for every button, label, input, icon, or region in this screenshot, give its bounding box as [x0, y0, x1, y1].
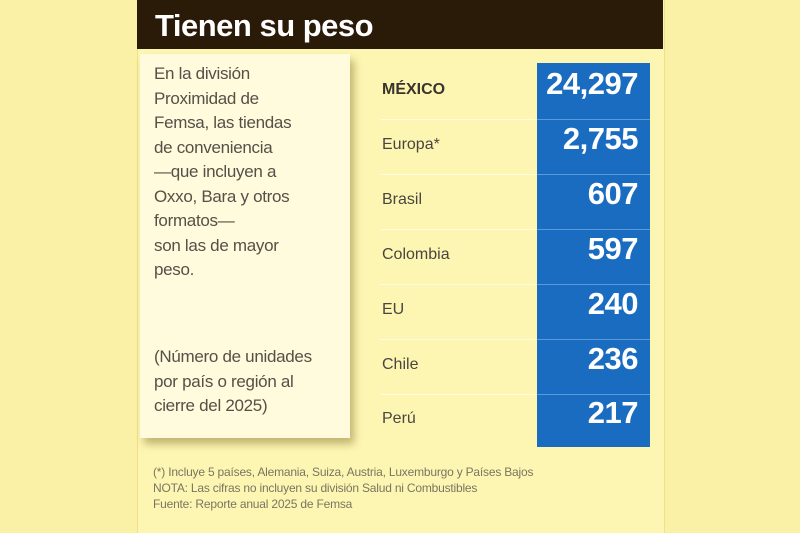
table-row: Europa*: [380, 118, 650, 175]
footnote: NOTA: Las cifras no incluyen su división…: [153, 481, 478, 495]
value-label: 240: [587, 285, 639, 321]
title: Tienen su peso: [155, 8, 374, 43]
value-label: 2,755: [562, 120, 639, 156]
value-label: 236: [587, 340, 639, 376]
cell-divider: [537, 338, 650, 340]
value-cell: 2,755: [537, 118, 650, 175]
value-label: 607: [587, 175, 639, 211]
description-line: Oxxo, Bara y otros: [154, 186, 290, 206]
value-cell: 24,297: [537, 63, 650, 120]
description-line: peso.: [154, 260, 195, 279]
value-cell: 597: [537, 228, 650, 285]
value-cell: 607: [537, 173, 650, 230]
unit-note-line: (Número de unidades: [154, 347, 312, 366]
cell-divider: [537, 283, 650, 285]
cell-divider: [537, 393, 650, 395]
description-line: Proximidad de: [154, 88, 259, 108]
table-row: EU: [380, 283, 650, 340]
cell-divider: [537, 173, 650, 175]
row-divider: [380, 173, 535, 175]
description-line: formatos—: [154, 211, 235, 230]
row-label: MÉXICO: [382, 81, 446, 98]
row-divider: [380, 283, 535, 285]
row-label: Chile: [382, 355, 419, 373]
description-line: Femsa, las tiendas: [154, 113, 292, 132]
value-column: [537, 63, 650, 447]
value-label: 597: [587, 230, 639, 266]
description-box: En la división Proximidad de Femsa, las …: [140, 54, 350, 438]
description-line: En la división: [154, 64, 250, 83]
footnote: Fuente: Reporte anual 2025 de Femsa: [153, 497, 353, 511]
row-divider: [380, 393, 535, 395]
row-label: Europa*: [382, 135, 440, 153]
cell-divider: [537, 228, 650, 230]
row-divider: [380, 228, 535, 230]
unit-note-line: cierre del 2025): [154, 396, 268, 415]
header-bar: Tienen su peso: [137, 0, 663, 49]
row-label: Brasil: [382, 190, 423, 208]
row-label: Perú: [382, 410, 416, 428]
table-row: Brasil: [380, 173, 650, 230]
row-divider: [380, 119, 535, 120]
value-label: 24,297: [546, 66, 638, 101]
description-line: de conveniencia: [154, 137, 273, 157]
table-row: Colombia: [380, 228, 650, 285]
description-line: son las de mayor: [154, 235, 279, 255]
value-cell: 217: [537, 392, 650, 449]
footnote: (*) Incluye 5 países, Alemania, Suiza, A…: [153, 465, 534, 479]
value-cell: 236: [537, 338, 650, 395]
value-label: 217: [587, 395, 639, 431]
row-label: Colombia: [382, 245, 450, 263]
description-line: —que incluyen a: [154, 162, 277, 181]
table-row: MÉXICO: [380, 63, 650, 120]
cell-divider: [537, 119, 650, 120]
row-label: EU: [382, 300, 405, 318]
row-divider: [380, 338, 535, 340]
value-cell: 240: [537, 283, 650, 340]
table-row: Chile: [380, 338, 650, 395]
table-row: Perú: [380, 392, 650, 449]
unit-note-line: por país o región al: [154, 371, 294, 391]
